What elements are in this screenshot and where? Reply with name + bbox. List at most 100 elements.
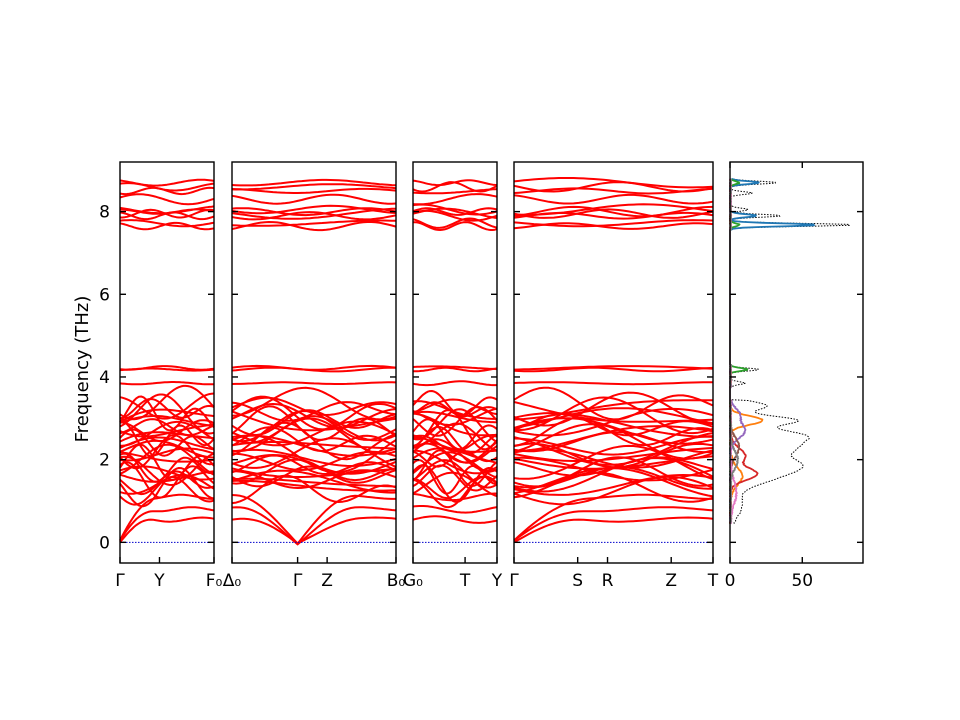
band-dense [119,470,215,483]
band-dense [119,418,215,437]
band-acoustic [412,515,498,524]
band-dense [513,447,714,462]
band-optical [513,208,714,219]
band-optical [513,193,714,205]
band-optical [119,193,215,206]
band-mid [412,365,498,371]
kpoint-label: S [572,571,583,591]
band-dense [412,408,498,443]
band-dense [231,426,397,452]
band-optical [120,208,215,219]
band-dense [412,434,498,453]
panel-frame [231,161,397,564]
band-acoustic [231,506,397,546]
y-tick-label: 8 [99,203,110,223]
y-axis-label: Frequency (THz) [72,296,93,443]
band-dense [231,454,397,475]
band-dense [119,447,215,462]
kpoint-label: R [602,571,614,591]
band-optical [231,207,397,217]
band-optical [412,179,498,187]
band-mid [119,381,214,386]
band-acoustic [412,492,498,502]
dos-x-tick-label: 50 [791,571,813,591]
band-optical [231,187,397,194]
band-dense [119,428,215,457]
band-dense [513,399,713,421]
band-acoustic [231,494,396,545]
band-acoustic [231,516,397,545]
panel-frame [119,161,215,564]
band-optical [412,207,498,219]
band-dense [231,417,397,455]
kpoint-label: T [707,571,719,591]
dos-x-tick-label: 0 [725,571,736,591]
kpoint-label: Γ [293,571,303,591]
band-optical [231,204,397,215]
band-dense [412,464,498,492]
band-mid [231,381,397,385]
panel-frame [513,161,714,564]
band-dense [119,419,215,442]
band-optical [231,207,397,220]
kpoint-label: Γ [115,571,125,591]
band-dense [513,386,714,421]
band-mid [513,381,713,386]
band-mid [231,364,397,371]
band-optical [412,217,498,229]
band-dense [119,451,215,463]
band-dense [231,477,397,488]
band-dense [412,390,498,417]
band-dense [412,412,498,437]
dos-total-line [729,178,850,524]
kpoint-label: T [459,571,471,591]
band-dense [119,465,215,481]
band-dense [513,435,714,456]
band-dense [513,401,714,423]
band-panel-3: G₀ T Y [403,161,503,591]
band-dense [513,456,714,488]
panel-frame [412,161,498,564]
band-dense [119,443,215,476]
band-optical [231,221,397,232]
band-dense [412,398,498,416]
band-optical [412,207,498,216]
band-optical [513,203,714,216]
band-panel-1: Γ Y F₀ 0 2 4 6 8 [99,161,223,591]
band-dense [231,396,397,416]
band-dense [412,410,497,424]
kpoint-label: F₀ [206,571,223,591]
band-optical [119,219,215,228]
band-acoustic [119,493,214,541]
band-dense [119,423,215,438]
kpoint-label: Y [153,571,165,591]
dos-partial-line [729,178,815,525]
band-mid [119,365,215,371]
band-dense [412,450,498,468]
band-dense [119,392,215,420]
band-optical [513,205,714,218]
dos-panel: 0 50 [725,161,864,591]
band-mid [413,366,498,373]
kpoint-label: Δ₀ [223,571,242,591]
kpoint-label: Y [491,571,503,591]
band-optical [119,205,215,215]
band-optical [513,177,714,189]
band-dense [119,420,215,458]
band-acoustic [119,516,215,543]
band-dense [513,444,714,481]
band-dense [513,417,714,445]
y-tick-label: 2 [99,451,110,471]
band-optical [412,188,498,195]
y-tick-label: 6 [99,285,110,305]
band-optical [231,211,397,221]
band-optical [119,178,215,187]
band-dense [119,452,215,483]
band-dense [513,396,714,435]
band-dense [513,407,714,429]
band-dense [513,474,714,496]
band-dense [412,407,498,426]
band-dense [119,384,215,421]
